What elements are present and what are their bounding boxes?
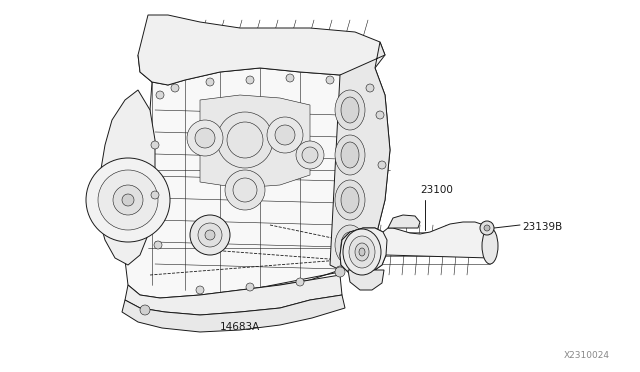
Polygon shape [330,42,390,270]
Ellipse shape [482,228,498,264]
Circle shape [98,170,158,230]
Circle shape [171,84,179,92]
Circle shape [86,158,170,242]
Ellipse shape [359,248,365,256]
Text: 23100: 23100 [420,185,453,195]
Circle shape [205,230,215,240]
Circle shape [246,76,254,84]
Polygon shape [340,222,492,274]
Text: X2310024: X2310024 [564,351,610,360]
Polygon shape [138,15,385,85]
Circle shape [190,215,230,255]
Circle shape [233,178,257,202]
Circle shape [187,120,223,156]
Circle shape [196,286,204,294]
Polygon shape [125,275,342,315]
Circle shape [378,161,386,169]
Polygon shape [200,95,310,188]
Circle shape [113,185,143,215]
Circle shape [267,117,303,153]
Text: 14683A: 14683A [220,322,260,332]
Circle shape [140,305,150,315]
Circle shape [122,194,134,206]
Circle shape [336,266,344,274]
Ellipse shape [349,236,375,268]
Circle shape [154,241,162,249]
Circle shape [246,283,254,291]
Circle shape [335,267,345,277]
Polygon shape [98,90,155,265]
Ellipse shape [341,232,359,258]
Text: 23139B: 23139B [522,222,563,232]
Ellipse shape [335,135,365,175]
Circle shape [484,225,490,231]
Circle shape [286,74,294,82]
Ellipse shape [343,229,381,275]
Circle shape [151,141,159,149]
Circle shape [198,223,222,247]
Circle shape [296,141,324,169]
Circle shape [326,76,334,84]
Circle shape [366,84,374,92]
Circle shape [275,125,295,145]
Circle shape [195,128,215,148]
Circle shape [217,112,273,168]
Circle shape [156,91,164,99]
Polygon shape [125,55,390,298]
Ellipse shape [335,180,365,220]
Polygon shape [122,295,345,332]
Ellipse shape [341,187,359,213]
Polygon shape [340,228,387,274]
Ellipse shape [341,142,359,168]
Circle shape [296,278,304,286]
Circle shape [376,111,384,119]
Circle shape [227,122,263,158]
Circle shape [480,221,494,235]
Circle shape [225,170,265,210]
Polygon shape [388,215,420,228]
Ellipse shape [335,90,365,130]
Ellipse shape [355,243,369,261]
Circle shape [302,147,318,163]
Ellipse shape [341,97,359,123]
Circle shape [151,191,159,199]
Circle shape [206,78,214,86]
Polygon shape [348,270,384,290]
Ellipse shape [335,225,365,265]
